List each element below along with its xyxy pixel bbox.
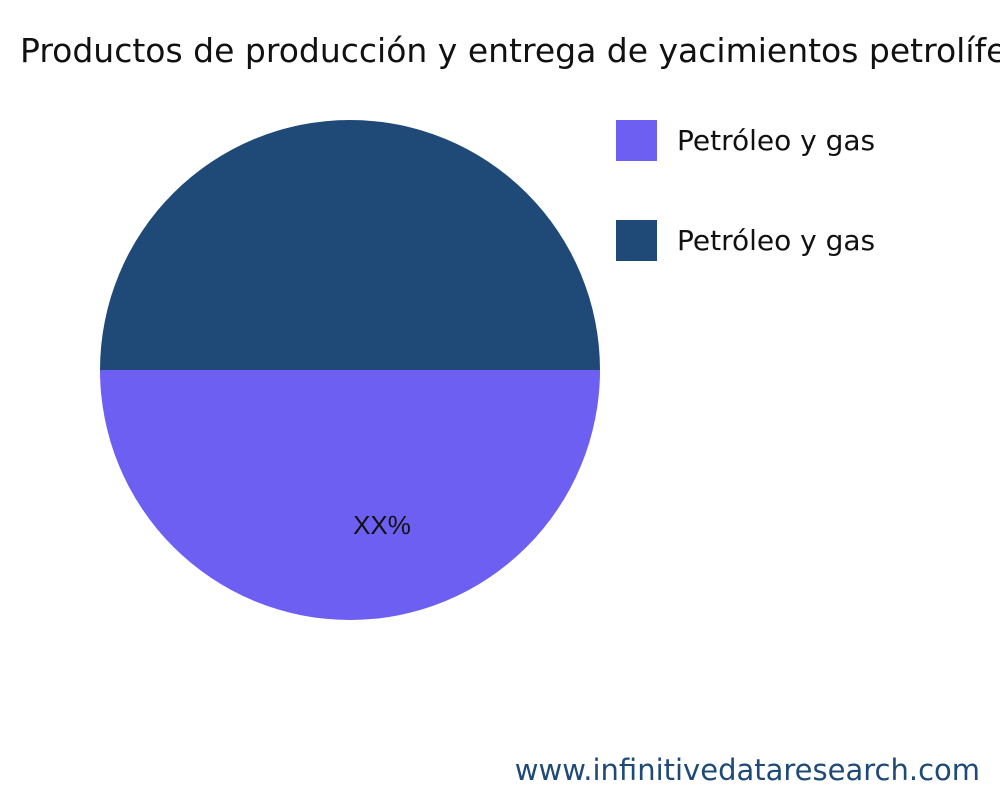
legend-swatch-1 [616, 220, 657, 261]
chart-title: Productos de producción y entrega de yac… [20, 31, 1000, 70]
legend-label-0: Petróleo y gas [677, 124, 875, 157]
footer-watermark: www.infinitivedataresearch.com [515, 753, 980, 787]
legend: Petróleo y gas Petróleo y gas [616, 120, 875, 261]
slice-label-1: XX% [353, 510, 411, 540]
legend-label-1: Petróleo y gas [677, 224, 875, 257]
pie-slices: XX%XX% [100, 120, 600, 620]
pie-slice-1 [100, 120, 600, 370]
pie-slice-0 [100, 370, 600, 620]
legend-swatch-0 [616, 120, 657, 161]
